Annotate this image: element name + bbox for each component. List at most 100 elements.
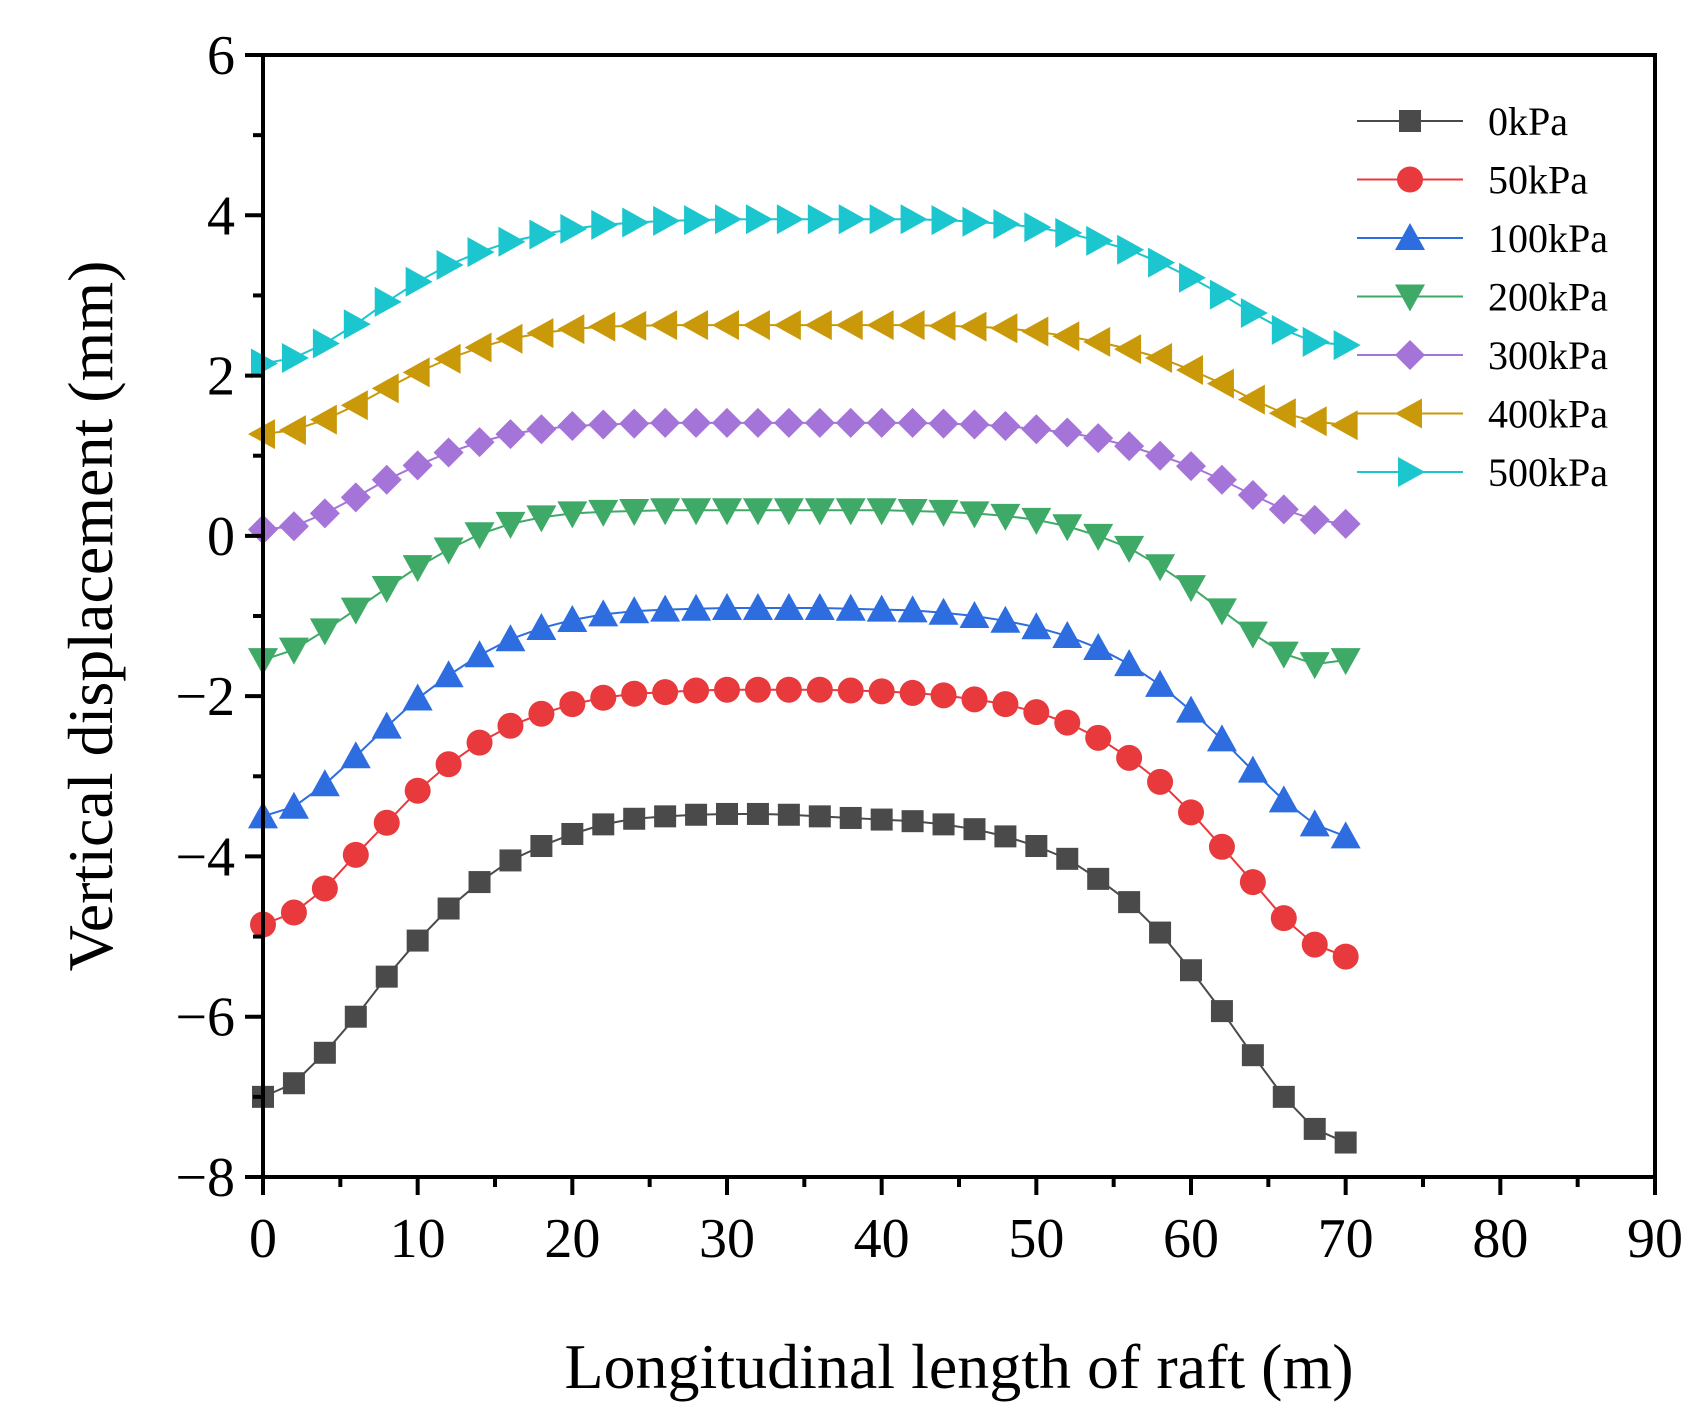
data-point [1303, 1117, 1326, 1140]
data-point [835, 498, 866, 526]
data-point [374, 286, 402, 317]
data-point [652, 679, 679, 706]
data-point [1333, 330, 1361, 361]
series-line [262, 421, 1346, 531]
data-point [1085, 724, 1112, 751]
legend-item: 50kPa [1357, 158, 1588, 203]
data-point [433, 343, 461, 374]
data-point [869, 204, 897, 235]
data-point [804, 498, 835, 526]
data-point [371, 464, 402, 495]
data-point [1086, 225, 1114, 256]
data-point [900, 204, 928, 235]
data-point [1237, 621, 1268, 649]
data-point [1145, 554, 1176, 582]
data-point [990, 605, 1021, 633]
data-point [1332, 943, 1359, 970]
data-point [650, 407, 681, 438]
data-point [343, 309, 371, 340]
data-point [561, 822, 584, 845]
series-50kPa [250, 676, 1359, 970]
data-point [529, 219, 557, 250]
data-point [681, 310, 709, 341]
data-point [433, 660, 464, 688]
data-point [775, 676, 802, 703]
data-point [340, 597, 371, 625]
data-point [959, 601, 990, 628]
data-point [716, 802, 738, 825]
data-point [1176, 695, 1206, 723]
data-point [1083, 633, 1114, 661]
data-point [650, 498, 681, 526]
data-point [495, 624, 526, 652]
data-point [1145, 342, 1173, 373]
data-point [1149, 921, 1172, 944]
data-point [557, 411, 588, 442]
legend-marker [1397, 166, 1423, 193]
data-point [557, 314, 585, 345]
data-point [962, 206, 990, 237]
data-point [681, 498, 712, 526]
data-point [560, 213, 588, 244]
data-point [405, 266, 433, 297]
data-point [1209, 279, 1237, 310]
data-point [588, 599, 619, 627]
data-point [742, 310, 770, 341]
data-point [619, 596, 650, 624]
data-point [590, 684, 617, 711]
data-point [776, 204, 804, 235]
data-point [681, 593, 712, 621]
data-point [1083, 523, 1114, 551]
data-point [1240, 298, 1268, 329]
data-point [278, 415, 306, 446]
x-tick-label: 0 [249, 1208, 277, 1270]
data-point [1268, 398, 1296, 429]
data-point [340, 390, 368, 421]
data-point [899, 679, 926, 706]
data-point [1330, 648, 1361, 676]
data-point [622, 207, 650, 238]
data-point [404, 777, 431, 804]
data-point [619, 408, 650, 439]
data-point [1087, 867, 1110, 890]
data-point [433, 437, 464, 468]
data-point [650, 594, 681, 622]
data-point [530, 835, 553, 858]
data-point [464, 522, 495, 550]
data-point [278, 637, 309, 665]
data-point [866, 594, 897, 622]
legend-label: 0kPa [1488, 99, 1568, 144]
data-point [808, 805, 831, 828]
data-point [1114, 334, 1142, 365]
data-point [1268, 641, 1299, 669]
data-point [1268, 785, 1299, 813]
legend-marker [1395, 223, 1425, 250]
data-point [653, 205, 681, 236]
data-point [1301, 931, 1328, 958]
x-axis-title: Longitudinal length of raft (m) [564, 1331, 1353, 1402]
data-point [588, 409, 619, 440]
y-tick-label: −6 [175, 987, 235, 1049]
data-point [1330, 821, 1361, 849]
data-point [804, 407, 835, 438]
series-0kPa [252, 802, 1357, 1154]
data-point [928, 408, 959, 439]
data-point [1270, 905, 1297, 932]
data-point [464, 427, 495, 458]
data-point [992, 691, 1019, 718]
series-100kPa [248, 592, 1361, 849]
data-point [897, 407, 928, 438]
data-point [1024, 212, 1052, 243]
data-point [1052, 621, 1083, 649]
y-tick-label: 4 [207, 185, 235, 247]
data-point [993, 209, 1021, 240]
data-point [588, 311, 616, 342]
x-tick-label: 80 [1472, 1208, 1528, 1270]
data-point [931, 205, 959, 236]
data-point [278, 511, 309, 542]
data-point [309, 404, 337, 435]
data-point [835, 407, 866, 438]
data-point [839, 806, 862, 829]
data-point [280, 899, 307, 926]
data-point [1056, 847, 1079, 870]
